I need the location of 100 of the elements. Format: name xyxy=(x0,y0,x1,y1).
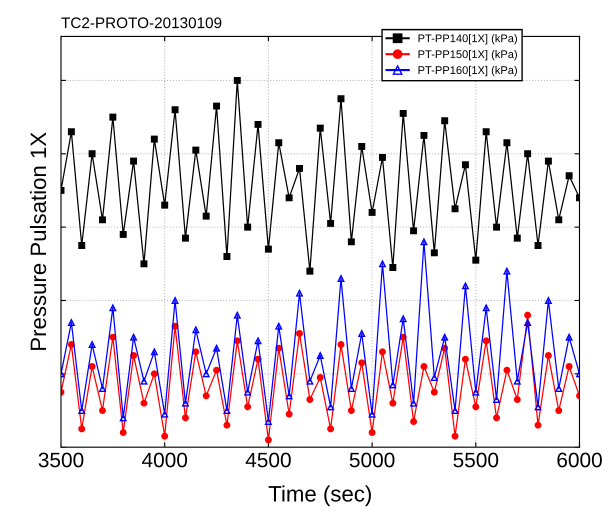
point xyxy=(514,378,521,385)
point xyxy=(109,304,116,312)
point xyxy=(358,142,366,150)
point xyxy=(493,224,500,231)
point xyxy=(378,154,386,161)
point xyxy=(234,76,241,84)
point xyxy=(192,348,200,356)
point xyxy=(161,410,168,418)
x-tick-label: 4500 xyxy=(246,452,291,468)
point xyxy=(482,128,490,136)
point xyxy=(254,120,262,128)
point xyxy=(68,128,75,136)
point xyxy=(140,378,148,385)
point xyxy=(68,319,75,326)
point xyxy=(389,400,396,407)
point xyxy=(130,158,138,165)
point xyxy=(544,352,552,359)
point xyxy=(264,246,272,253)
legend-label: PT-PP160[1X] (kPa) xyxy=(418,66,517,76)
point xyxy=(120,230,127,238)
point xyxy=(544,158,552,165)
point xyxy=(503,139,510,146)
point xyxy=(296,330,303,337)
point xyxy=(223,253,230,260)
point xyxy=(472,388,480,396)
point xyxy=(78,425,86,432)
point xyxy=(462,282,469,290)
point xyxy=(452,205,459,212)
point xyxy=(264,418,272,425)
point xyxy=(430,388,438,396)
point xyxy=(368,429,376,436)
point xyxy=(348,407,355,414)
point xyxy=(296,164,303,172)
point xyxy=(150,370,158,378)
point xyxy=(348,238,355,246)
point xyxy=(192,326,200,334)
point xyxy=(400,110,407,117)
point xyxy=(161,432,168,440)
point xyxy=(430,249,438,256)
x-tick-label: 4000 xyxy=(142,452,188,468)
point xyxy=(223,422,230,429)
point xyxy=(182,234,189,242)
point xyxy=(99,407,106,414)
point xyxy=(120,429,127,436)
point xyxy=(120,414,127,422)
point xyxy=(286,392,293,400)
point xyxy=(99,385,106,392)
point xyxy=(534,242,542,249)
point xyxy=(482,337,490,344)
point xyxy=(430,374,438,381)
point xyxy=(462,161,469,168)
point xyxy=(306,396,314,403)
point xyxy=(316,352,324,359)
point xyxy=(514,234,521,242)
point xyxy=(389,264,396,271)
point xyxy=(223,407,230,414)
point xyxy=(368,410,376,418)
point xyxy=(338,341,344,348)
legend-label: PT-PP150[1X] (kPa) xyxy=(418,50,517,60)
point xyxy=(534,403,542,410)
point xyxy=(524,312,532,319)
point xyxy=(140,400,148,407)
point xyxy=(316,124,324,132)
point xyxy=(441,334,448,341)
point xyxy=(150,136,158,143)
point xyxy=(452,407,459,414)
point xyxy=(275,322,282,330)
point xyxy=(420,363,428,370)
x-axis-title: Time (sec) xyxy=(268,485,371,506)
y-axis-title: Pressure Pulsation 1X xyxy=(30,132,46,350)
chart-title: TC2-PROTO-20130109 xyxy=(61,17,222,28)
point xyxy=(182,414,189,422)
point xyxy=(534,422,542,429)
point xyxy=(182,400,189,407)
point xyxy=(566,363,573,370)
point xyxy=(555,216,562,224)
point xyxy=(99,216,106,224)
point xyxy=(316,374,324,381)
point xyxy=(296,290,303,297)
point xyxy=(234,312,241,319)
legend-label: PT-PP140[1X] (kPa) xyxy=(418,34,517,44)
point xyxy=(514,396,521,403)
point xyxy=(327,403,334,410)
point xyxy=(172,106,179,114)
point xyxy=(244,388,252,396)
point xyxy=(462,356,469,363)
point xyxy=(254,337,262,344)
point xyxy=(358,330,366,337)
point xyxy=(441,117,448,124)
point xyxy=(338,275,344,282)
point xyxy=(264,436,272,444)
point xyxy=(306,378,314,385)
point xyxy=(400,315,407,322)
point xyxy=(78,242,86,249)
point xyxy=(389,381,396,388)
point xyxy=(202,392,210,400)
point xyxy=(172,297,179,304)
point xyxy=(78,407,86,414)
x-tick-label: 5500 xyxy=(453,452,498,468)
point xyxy=(358,359,366,366)
